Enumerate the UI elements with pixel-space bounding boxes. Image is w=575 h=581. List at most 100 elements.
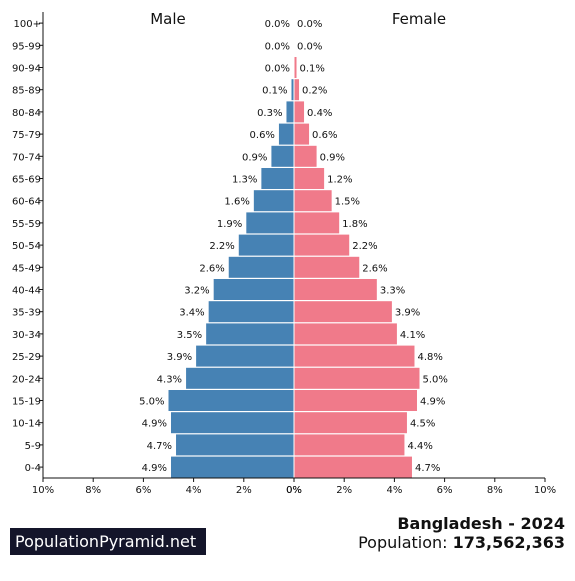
male-bar [171, 412, 294, 434]
male-value-label: 0.0% [265, 41, 290, 52]
female-value-label: 2.6% [362, 263, 387, 274]
female-bar [294, 323, 397, 345]
male-bar [176, 434, 294, 456]
x-tick-label: 8% [487, 485, 503, 496]
female-bar [294, 190, 332, 212]
female-bar [294, 123, 310, 145]
x-tick-label: 10% [32, 485, 54, 496]
male-bar [291, 79, 294, 101]
age-label: 85-89 [12, 86, 41, 97]
age-label: 45-49 [12, 263, 41, 274]
population-pyramid-chart: 100+ 0.0% 0.0% 95-99 0.0% 0.0% 90-94 0.0% 0.1% 85… [12, 10, 556, 496]
x-tick-label: 0% [286, 485, 302, 496]
x-tick-label: 4% [386, 485, 402, 496]
male-value-label: 3.9% [167, 352, 192, 363]
series-title-male: Male [150, 10, 186, 28]
brand-logo[interactable]: PopulationPyramid.net [10, 528, 206, 555]
female-bar [294, 168, 325, 189]
population-label: Population: [358, 533, 448, 552]
age-label: 20-24 [12, 374, 41, 385]
female-value-label: 0.2% [302, 86, 327, 97]
male-value-label: 2.2% [209, 241, 234, 252]
x-tick-label: 8% [85, 485, 101, 496]
age-label: 60-64 [12, 197, 41, 208]
female-value-label: 0.6% [312, 130, 337, 141]
female-value-label: 4.8% [417, 352, 442, 363]
female-value-label: 1.8% [342, 219, 367, 230]
age-label: 65-69 [12, 175, 41, 186]
male-value-label: 3.4% [179, 308, 204, 319]
female-value-label: 0.0% [297, 19, 322, 30]
male-value-label: 3.5% [177, 330, 202, 341]
female-bar [294, 412, 407, 434]
age-label: 80-84 [12, 108, 41, 119]
age-label: 30-34 [12, 330, 41, 341]
female-bar [294, 256, 360, 278]
male-bar [186, 367, 294, 389]
country-year-title: Bangladesh - 2024 [397, 514, 565, 533]
x-tick-label: 4% [186, 485, 202, 496]
male-value-label: 0.0% [265, 64, 290, 75]
age-label: 100+ [14, 19, 41, 30]
female-value-label: 4.4% [407, 441, 432, 452]
female-bar [294, 234, 350, 256]
x-tick-label: 0% [286, 485, 302, 496]
male-bar [261, 168, 294, 189]
age-label: 55-59 [12, 219, 41, 230]
female-value-label: 0.9% [320, 152, 345, 163]
age-label: 95-99 [12, 41, 41, 52]
male-bar [208, 301, 294, 323]
male-value-label: 4.9% [142, 419, 167, 430]
male-bar [171, 456, 294, 478]
age-label: 0-4 [25, 463, 41, 474]
male-value-label: 3.2% [184, 286, 209, 297]
male-bar [168, 390, 294, 411]
male-value-label: 4.9% [142, 463, 167, 474]
male-value-label: 1.3% [232, 175, 257, 186]
female-value-label: 4.1% [400, 330, 425, 341]
series-title-female: Female [392, 10, 446, 28]
male-value-label: 4.7% [147, 441, 172, 452]
population-value: 173,562,363 [452, 533, 565, 552]
male-bar [271, 145, 294, 167]
x-tick-label: 6% [135, 485, 151, 496]
female-bar [294, 57, 297, 78]
male-bar [278, 123, 294, 145]
female-bar [294, 434, 405, 456]
female-value-label: 3.9% [395, 308, 420, 319]
age-label: 70-74 [12, 152, 41, 163]
female-value-label: 3.3% [380, 286, 405, 297]
female-value-label: 5.0% [423, 374, 448, 385]
age-label: 50-54 [12, 241, 41, 252]
male-value-label: 2.6% [199, 263, 224, 274]
female-value-label: 4.7% [415, 463, 440, 474]
male-bar [196, 345, 294, 367]
female-bar [294, 390, 417, 411]
female-bar [294, 101, 305, 123]
age-label: 40-44 [12, 286, 41, 297]
female-bar [294, 456, 412, 478]
male-bar [238, 234, 294, 256]
male-value-label: 0.6% [250, 130, 275, 141]
male-value-label: 1.6% [224, 197, 249, 208]
female-value-label: 0.1% [300, 64, 325, 75]
age-label: 35-39 [12, 308, 41, 319]
male-value-label: 5.0% [139, 397, 164, 408]
x-tick-label: 2% [236, 485, 252, 496]
age-label: 25-29 [12, 352, 41, 363]
female-value-label: 0.0% [297, 41, 322, 52]
x-tick-label: 10% [534, 485, 556, 496]
male-bar [206, 323, 294, 345]
male-bar [213, 279, 294, 300]
x-tick-label: 6% [437, 485, 453, 496]
male-bar [286, 101, 294, 123]
age-label: 15-19 [12, 397, 41, 408]
male-value-label: 0.9% [242, 152, 267, 163]
female-bar [294, 367, 420, 389]
male-value-label: 1.9% [217, 219, 242, 230]
female-value-label: 4.9% [420, 397, 445, 408]
female-value-label: 0.4% [307, 108, 332, 119]
population-line: Population: 173,562,363 [358, 533, 565, 552]
female-bar [294, 145, 317, 167]
male-value-label: 0.0% [265, 19, 290, 30]
